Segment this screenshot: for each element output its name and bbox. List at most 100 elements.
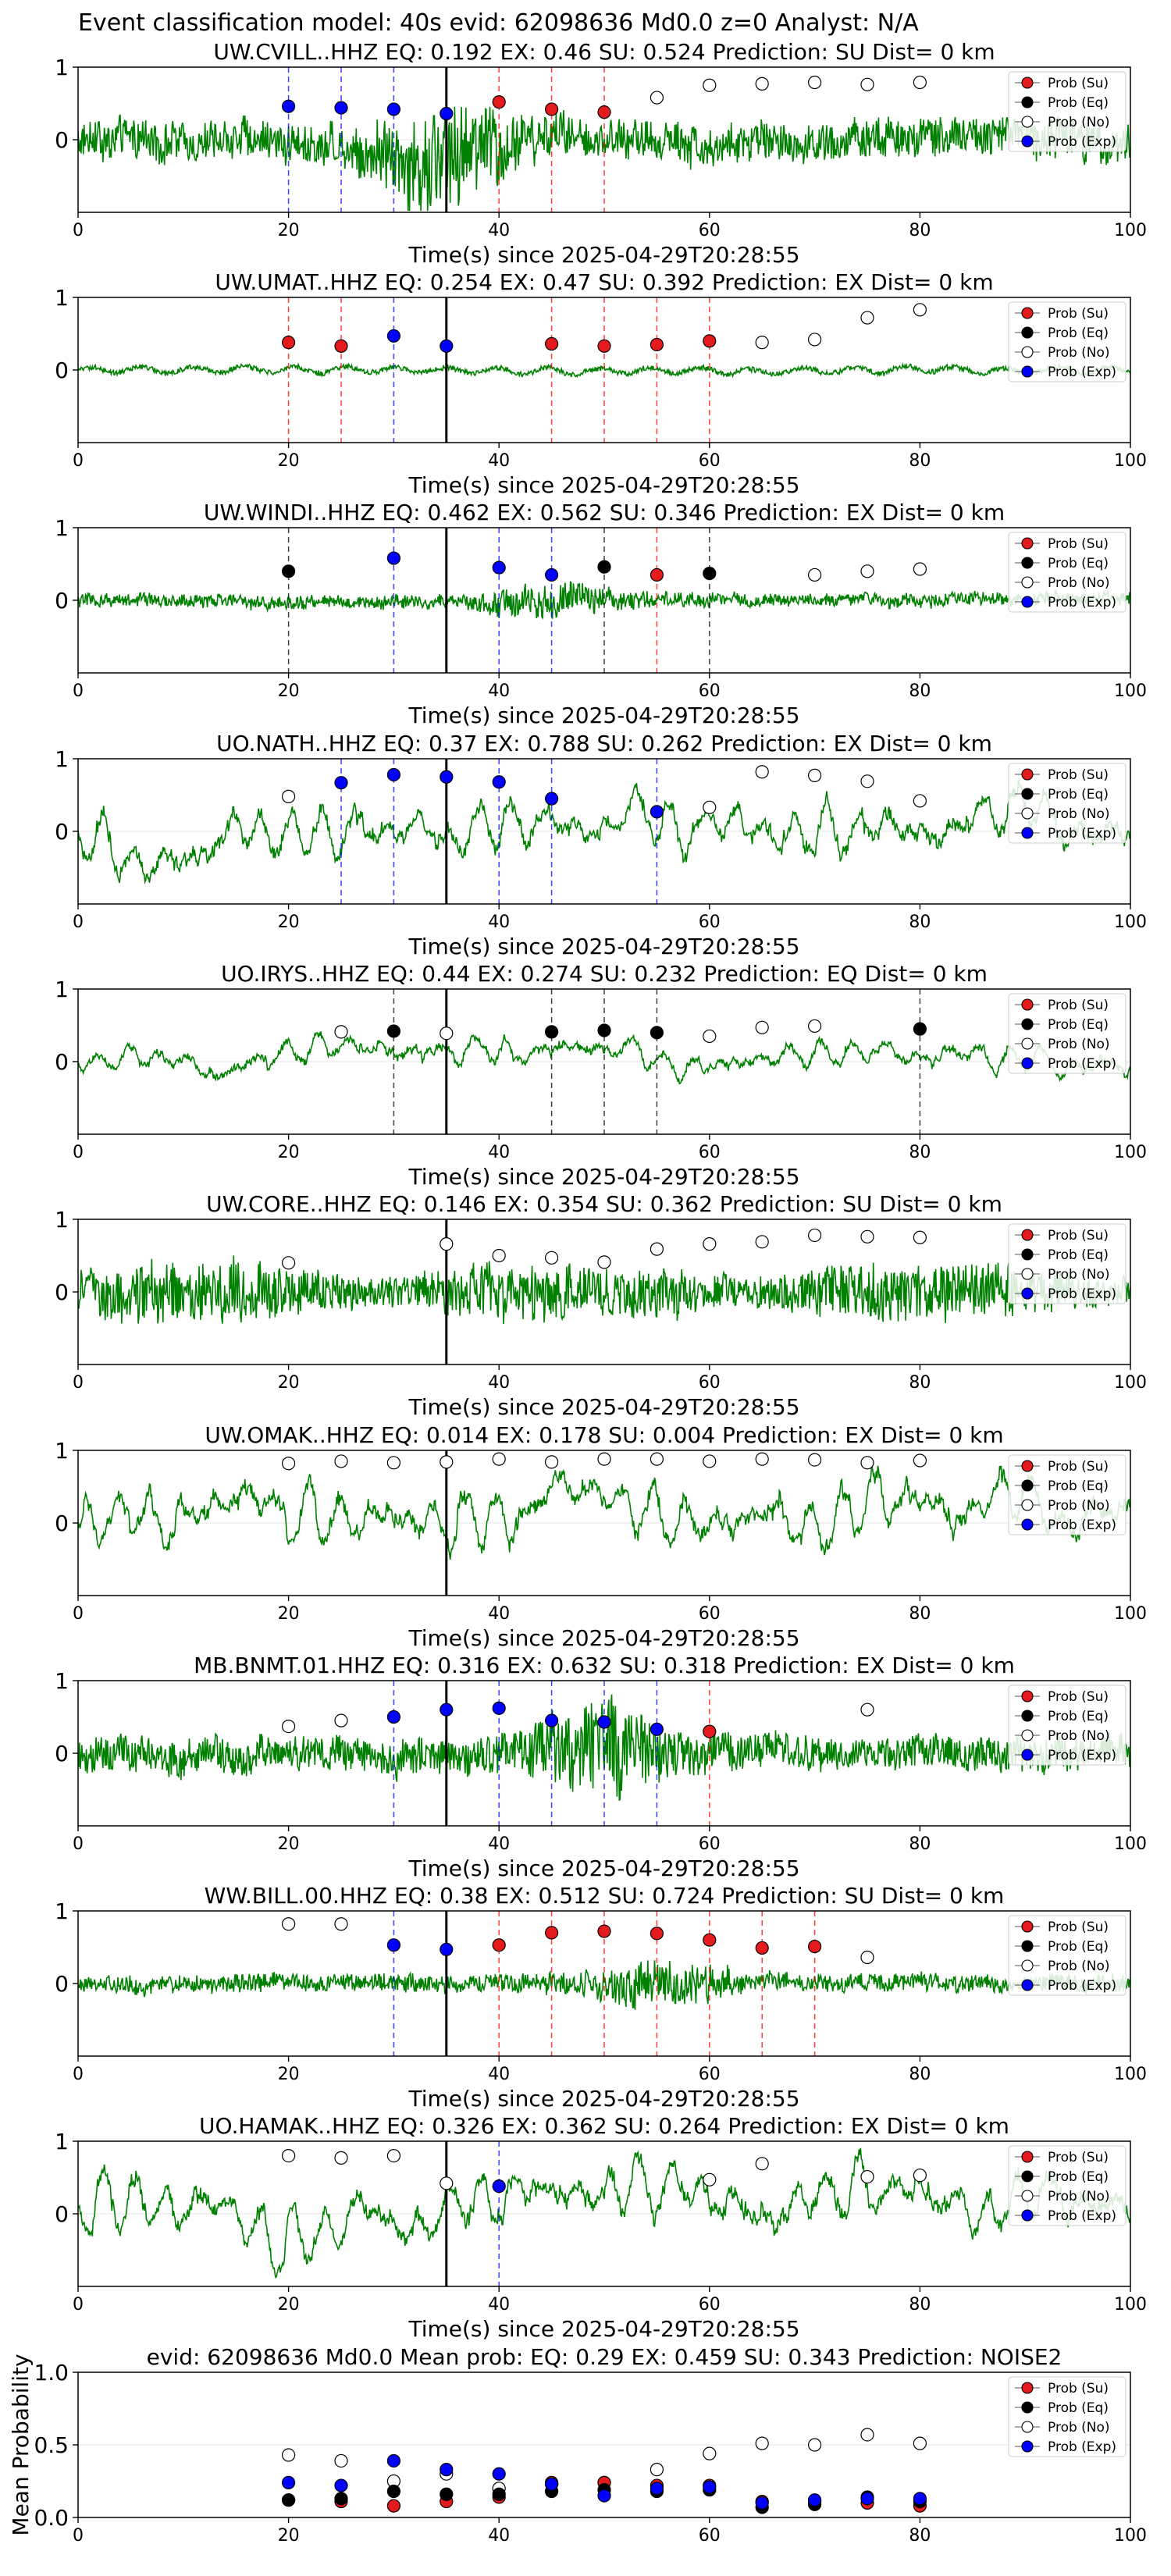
prob-point-exp	[334, 101, 348, 115]
prob-point-no	[282, 1457, 296, 1471]
x-tick-label: 60	[699, 2295, 721, 2314]
subplot-6: UW.CORE..HHZ EQ: 0.146 EX: 0.354 SU: 0.3…	[55, 1191, 1147, 1420]
y-tick-label: 0.5	[34, 2432, 69, 2458]
prob-point-no	[755, 1020, 769, 1034]
legend-label: Prob (No)	[1048, 115, 1110, 130]
x-tick-label: 100	[1114, 1373, 1147, 1393]
legend-marker	[1021, 116, 1034, 128]
x-tick-label: 60	[699, 1373, 721, 1393]
legend-marker	[1021, 596, 1034, 608]
x-axis-label: Time(s) since 2025-04-29T20:28:55	[408, 1394, 799, 1420]
subplot-title: WW.BILL.00.HHZ EQ: 0.38 EX: 0.512 SU: 0.…	[205, 1883, 1005, 1909]
subplot-1: UW.CVILL..HHZ EQ: 0.192 EX: 0.46 SU: 0.5…	[55, 39, 1147, 268]
prob-point-no	[703, 2446, 717, 2460]
prob-point-exp	[492, 560, 506, 575]
prob-point-su	[650, 337, 664, 352]
plot-area	[78, 67, 1130, 212]
prob-point-exp	[650, 2482, 664, 2496]
y-axis-label: Mean Probability	[8, 2354, 34, 2535]
y-tick-label: 1	[55, 1668, 69, 1694]
prob-point-su	[386, 2499, 400, 2513]
prob-point-su	[544, 1926, 559, 1940]
legend: Prob (Su) Prob (Eq) Prob (No) Prob (Exp)	[1008, 1223, 1127, 1304]
x-axis-label: Time(s) since 2025-04-29T20:28:55	[408, 242, 799, 268]
subplot-title: UW.OMAK..HHZ EQ: 0.014 EX: 0.178 SU: 0.0…	[205, 1422, 1003, 1448]
legend-label: Prob (Eq)	[1048, 95, 1109, 111]
prob-point-exp	[597, 1715, 611, 1729]
legend-box	[1008, 1223, 1127, 1304]
prob-point-no	[440, 2176, 454, 2190]
legend-marker	[1021, 1268, 1034, 1280]
prob-point-no	[913, 303, 927, 317]
x-tick-label: 0	[73, 2065, 84, 2084]
x-tick-label: 100	[1114, 221, 1147, 240]
legend-label: Prob (Eq)	[1048, 787, 1109, 802]
x-axis-label: Time(s) since 2025-04-29T20:28:55	[408, 2316, 799, 2342]
prob-point-eq	[597, 560, 611, 574]
x-tick-label: 20	[278, 1604, 300, 1624]
subplot-4: UO.NATH..HHZ EQ: 0.37 EX: 0.788 SU: 0.26…	[55, 731, 1147, 959]
prob-point-eq	[913, 1022, 927, 1036]
subplot-10: UO.HAMAK..HHZ EQ: 0.326 EX: 0.362 SU: 0.…	[55, 2113, 1147, 2342]
prob-point-no	[282, 1256, 296, 1270]
legend-marker	[1021, 1499, 1034, 1511]
prob-point-exp	[755, 2496, 769, 2510]
prob-point-exp	[703, 2480, 717, 2494]
legend-label: Prob (Exp)	[1048, 365, 1116, 380]
prob-point-exp	[544, 792, 559, 806]
prob-point-no	[807, 75, 822, 90]
legend-marker	[1021, 1940, 1034, 1952]
prob-point-no	[860, 774, 874, 788]
legend-marker	[1021, 1460, 1034, 1472]
subplot-3: UW.WINDI..HHZ EQ: 0.462 EX: 0.562 SU: 0.…	[55, 500, 1147, 728]
x-tick-label: 20	[278, 2065, 300, 2084]
prob-point-eq	[282, 2493, 296, 2507]
legend: Prob (Su) Prob (Eq) Prob (No) Prob (Exp)	[1008, 2145, 1127, 2226]
legend-label: Prob (Exp)	[1048, 1978, 1116, 1994]
subplot-9: WW.BILL.00.HHZ EQ: 0.38 EX: 0.512 SU: 0.…	[55, 1883, 1147, 2112]
legend-label: Prob (Exp)	[1048, 595, 1116, 610]
y-tick-label: 1	[55, 55, 69, 80]
x-tick-label: 100	[1114, 913, 1147, 932]
prob-point-no	[703, 1237, 717, 1251]
prob-point-exp	[913, 2492, 927, 2506]
legend-marker	[1021, 2190, 1034, 2202]
legend-box	[1008, 301, 1127, 382]
y-tick-label: 1	[55, 515, 69, 541]
legend-label: Prob (Su)	[1048, 1228, 1109, 1244]
y-tick-label: 0	[55, 1510, 69, 1536]
prob-point-no	[860, 1229, 874, 1244]
legend: Prob (Su) Prob (Eq) Prob (No) Prob (Exp)	[1008, 532, 1127, 613]
prob-point-no	[282, 2448, 296, 2462]
prob-point-no	[650, 1452, 664, 1466]
prob-point-eq	[597, 1023, 611, 1037]
prob-point-su	[597, 105, 611, 119]
prob-point-su	[703, 334, 717, 348]
plot-area	[78, 1911, 1130, 2056]
x-tick-label: 100	[1114, 2065, 1147, 2084]
prob-point-no	[650, 2463, 664, 2477]
prob-point-no	[807, 568, 822, 582]
legend-label: Prob (Eq)	[1048, 1478, 1109, 1494]
x-tick-label: 40	[488, 1373, 510, 1393]
legend-label: Prob (No)	[1048, 575, 1110, 591]
y-tick-label: 1	[55, 285, 69, 311]
legend-marker	[1021, 1518, 1034, 1531]
legend-marker	[1021, 1248, 1034, 1261]
subplot-title: MB.BNMT.01.HHZ EQ: 0.316 EX: 0.632 SU: 0…	[194, 1653, 1015, 1678]
x-tick-label: 100	[1114, 451, 1147, 471]
legend-marker	[1021, 96, 1034, 109]
prob-point-no	[913, 2169, 927, 2183]
legend: Prob (Su) Prob (Eq) Prob (No) Prob (Exp)	[1008, 2376, 1127, 2457]
x-tick-label: 40	[488, 221, 510, 240]
x-tick-label: 0	[73, 1143, 84, 1162]
prob-point-no	[860, 1950, 874, 1965]
legend-marker	[1021, 326, 1034, 339]
x-tick-label: 80	[909, 1373, 931, 1393]
prob-point-no	[860, 2428, 874, 2442]
legend-label: Prob (No)	[1048, 345, 1110, 361]
prob-point-no	[755, 336, 769, 350]
prob-point-no	[860, 1456, 874, 1470]
legend-label: Prob (Eq)	[1048, 1017, 1109, 1033]
prob-point-exp	[386, 2453, 400, 2468]
